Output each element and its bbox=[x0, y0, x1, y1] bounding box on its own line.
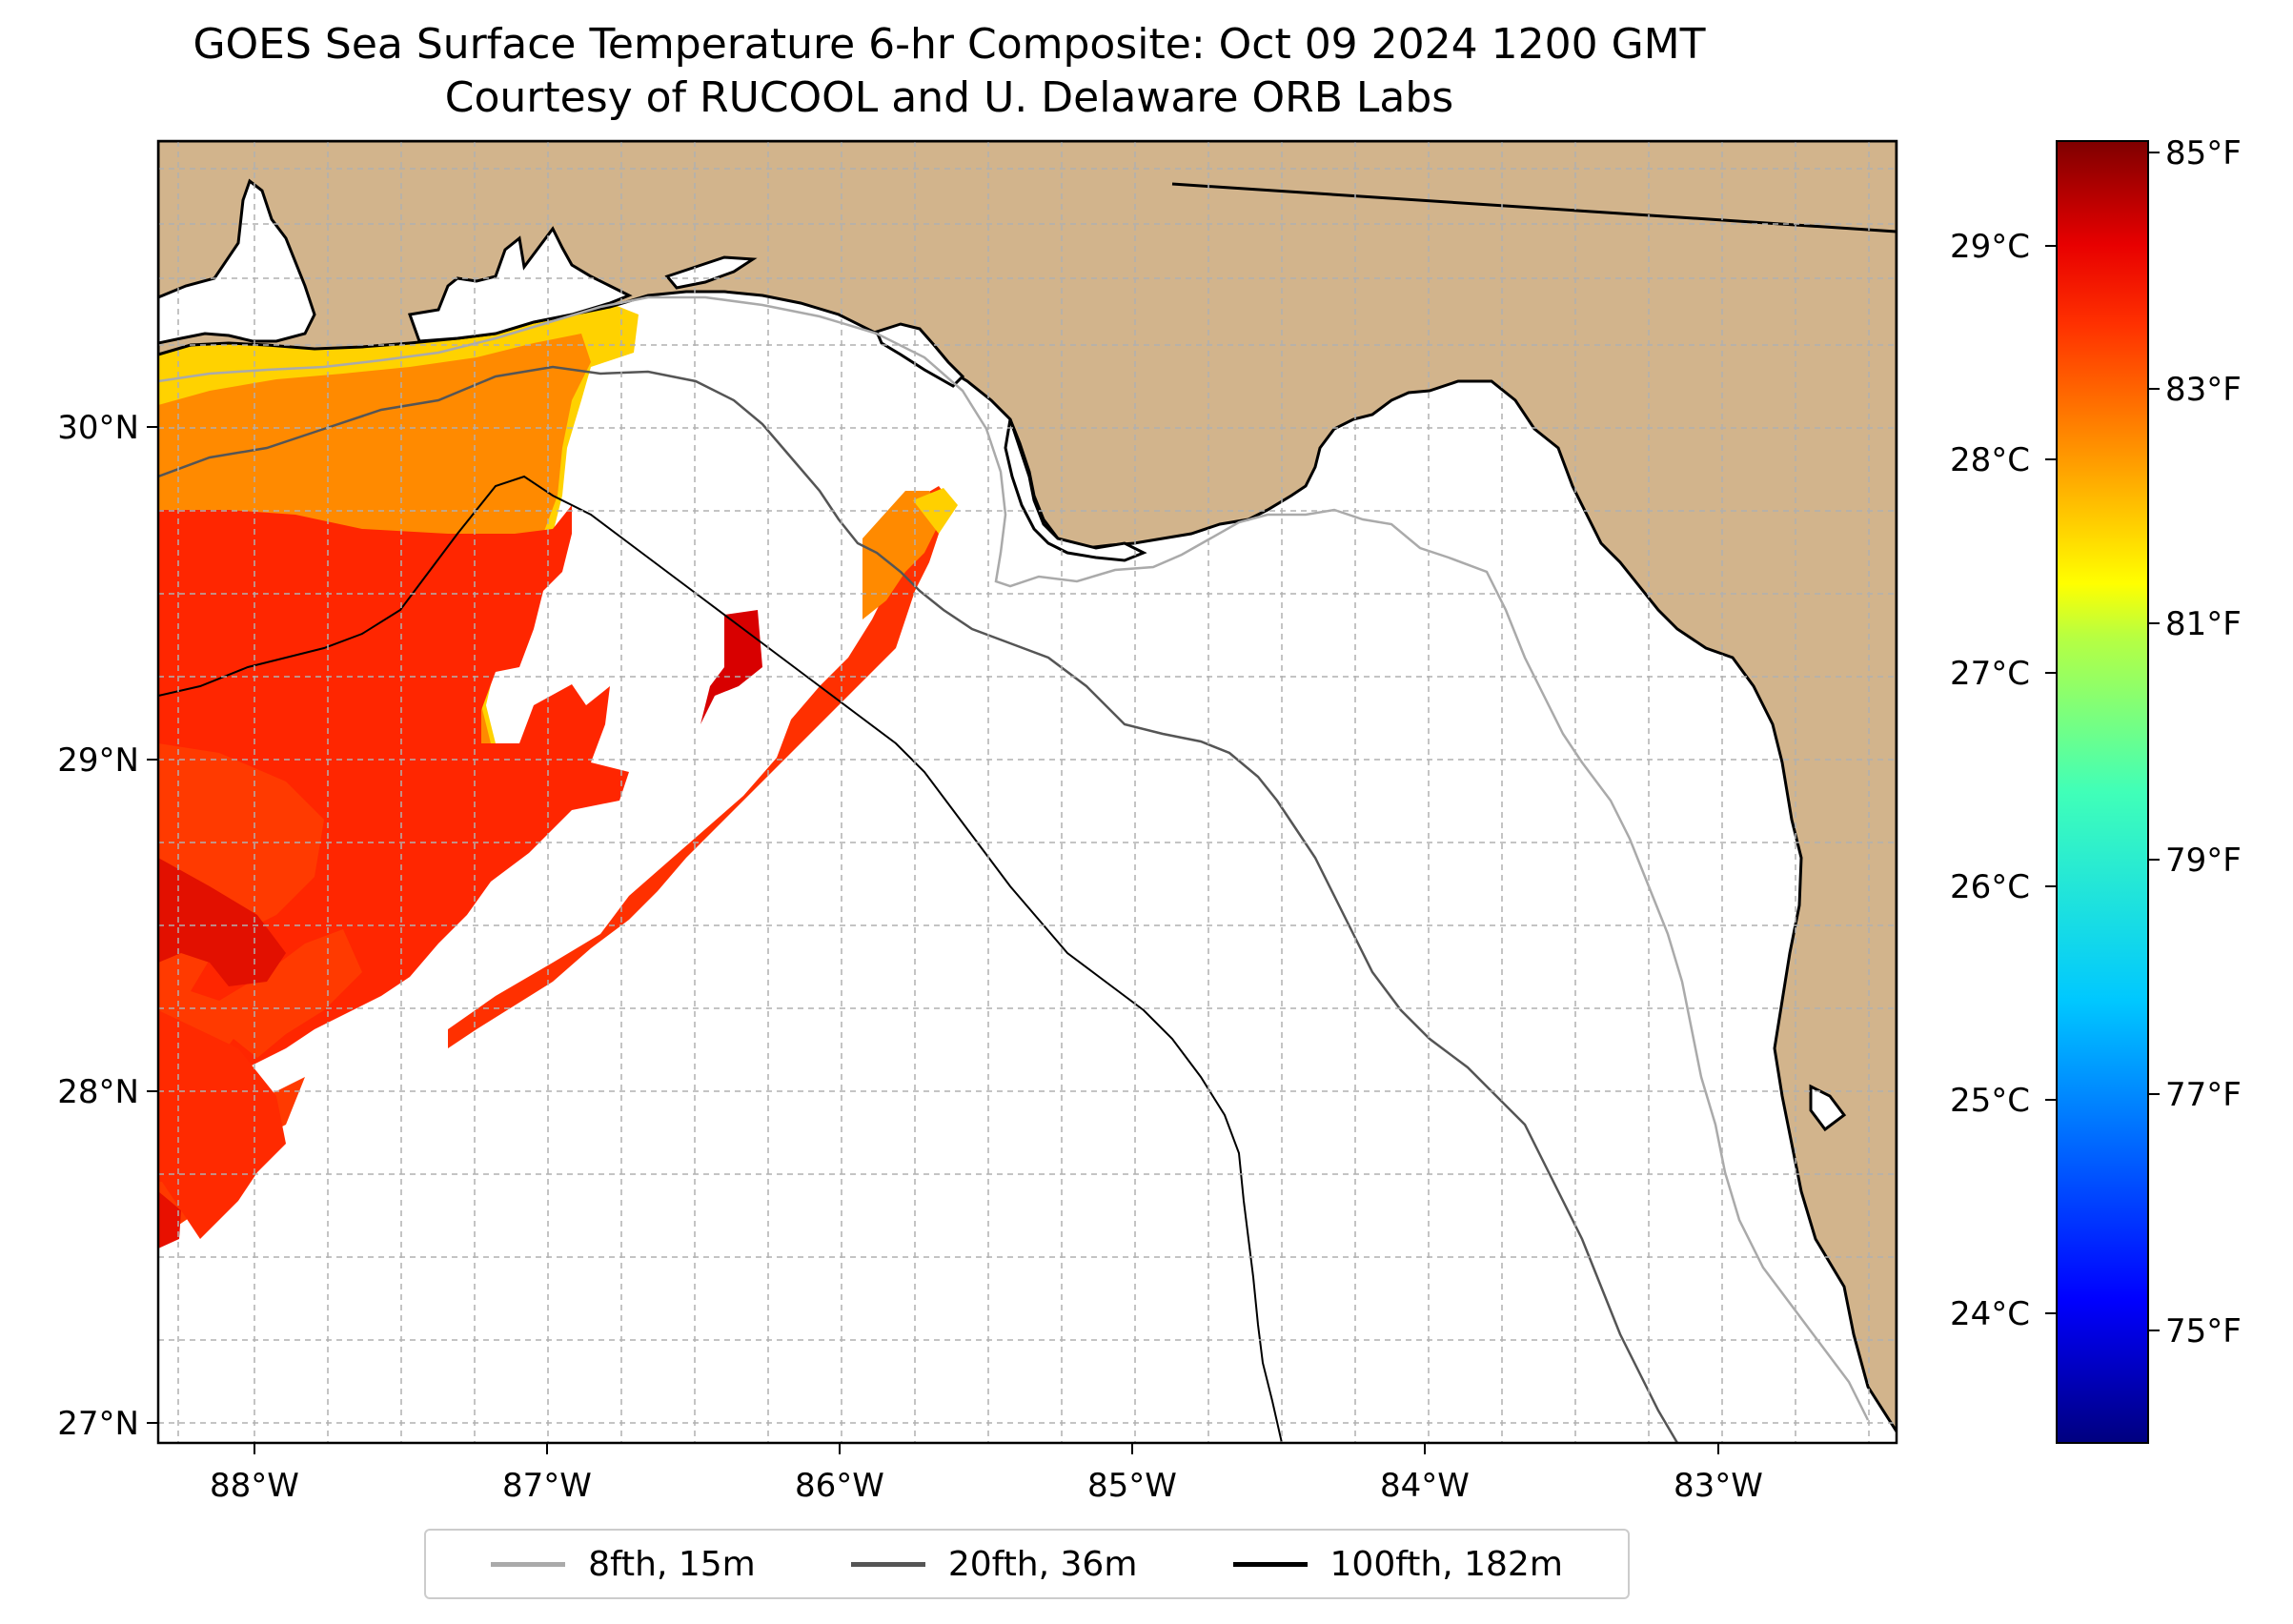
gridlines bbox=[158, 141, 1897, 1443]
lon-label-88w: 88°W bbox=[210, 1467, 299, 1505]
contour-20fth bbox=[158, 365, 1679, 1443]
lon-label-83w: 83°W bbox=[1674, 1467, 1763, 1505]
sst-filament-orange bbox=[862, 491, 944, 619]
colorbar-label-29c: 29°C bbox=[1950, 228, 2030, 266]
map-frame bbox=[156, 139, 1898, 1445]
colorbar bbox=[2056, 140, 2149, 1444]
lat-label-29n: 29°N bbox=[57, 741, 139, 780]
map-title: GOES Sea Surface Temperature 6-hr Compos… bbox=[193, 20, 1706, 69]
axis-ticks bbox=[147, 426, 1719, 1454]
lat-label-30n: 30°N bbox=[57, 409, 139, 447]
sst-dark-red-spot bbox=[700, 610, 762, 724]
contour-8fth bbox=[158, 295, 1870, 1421]
colorbar-label-79f: 79°F bbox=[2165, 842, 2242, 880]
legend-item-8fth: 8fth, 15m bbox=[491, 1545, 756, 1584]
colorbar-label-77f: 77°F bbox=[2165, 1076, 2242, 1114]
pensacola-bay bbox=[407, 226, 633, 343]
colorbar-label-25c: 25°C bbox=[1950, 1082, 2030, 1120]
contour-100fth bbox=[158, 475, 1283, 1443]
lon-label-85w: 85°W bbox=[1087, 1467, 1177, 1505]
colorbar-label-81f: 81°F bbox=[2165, 605, 2242, 643]
sst-south-tip bbox=[158, 1191, 181, 1248]
map-subtitle: Courtesy of RUCOOL and U. Delaware ORB L… bbox=[444, 73, 1454, 122]
colorbar-label-83f: 83°F bbox=[2165, 371, 2242, 409]
tampa-bay bbox=[1809, 1084, 1847, 1132]
contour-legend: 8fth, 15m 20fth, 36m 100fth, 182m bbox=[424, 1529, 1630, 1599]
choctawhatchee-bay bbox=[664, 255, 758, 290]
bathymetry-contours bbox=[158, 295, 1870, 1443]
lon-label-86w: 86°W bbox=[795, 1467, 884, 1505]
legend-swatch-8fth bbox=[491, 1561, 566, 1567]
sst-dark-patch bbox=[158, 858, 286, 986]
legend-swatch-20fth bbox=[850, 1561, 925, 1567]
mobile-bay bbox=[158, 178, 316, 345]
colorbar-label-24c: 24°C bbox=[1950, 1295, 2030, 1333]
lat-tick-labels: 30°N 29°N 28°N 27°N bbox=[57, 409, 139, 1443]
legend-item-100fth: 100fth, 182m bbox=[1232, 1544, 1563, 1584]
colorbar-label-75f: 75°F bbox=[2165, 1312, 2242, 1350]
legend-item-20fth: 20fth, 36m bbox=[850, 1544, 1138, 1584]
lat-label-27n: 27°N bbox=[57, 1405, 139, 1443]
map-area bbox=[158, 80, 1897, 1443]
apalachicola-bay bbox=[1004, 418, 1147, 562]
legend-label-20fth: 20fth, 36m bbox=[947, 1544, 1138, 1584]
sst-south-tongue bbox=[158, 1010, 286, 1239]
colorbar-label-28c: 28°C bbox=[1950, 441, 2030, 479]
sst-field bbox=[158, 297, 958, 1248]
legend-swatch-100fth bbox=[1232, 1561, 1308, 1567]
colorbar-fahrenheit-labels: 85°F 83°F 81°F 79°F 77°F 75°F bbox=[2165, 134, 2242, 1350]
lat-label-28n: 28°N bbox=[57, 1073, 139, 1111]
colorbar-label-26c: 26°C bbox=[1950, 868, 2030, 906]
lake-seminole bbox=[1144, 80, 1239, 110]
lon-label-87w: 87°W bbox=[502, 1467, 592, 1505]
lon-tick-labels: 88°W 87°W 86°W 85°W 84°W 83°W bbox=[210, 1467, 1763, 1505]
lon-label-84w: 84°W bbox=[1380, 1467, 1470, 1505]
legend-label-100fth: 100fth, 182m bbox=[1329, 1544, 1563, 1584]
legend-label-8fth: 8fth, 15m bbox=[588, 1544, 756, 1584]
colorbar-label-85f: 85°F bbox=[2165, 134, 2242, 173]
colorbar-ticks bbox=[2045, 152, 2160, 1331]
colorbar-celsius-labels: 29°C 28°C 27°C 26°C 25°C 24°C bbox=[1950, 228, 2030, 1333]
colorbar-label-27c: 27°C bbox=[1950, 655, 2030, 693]
